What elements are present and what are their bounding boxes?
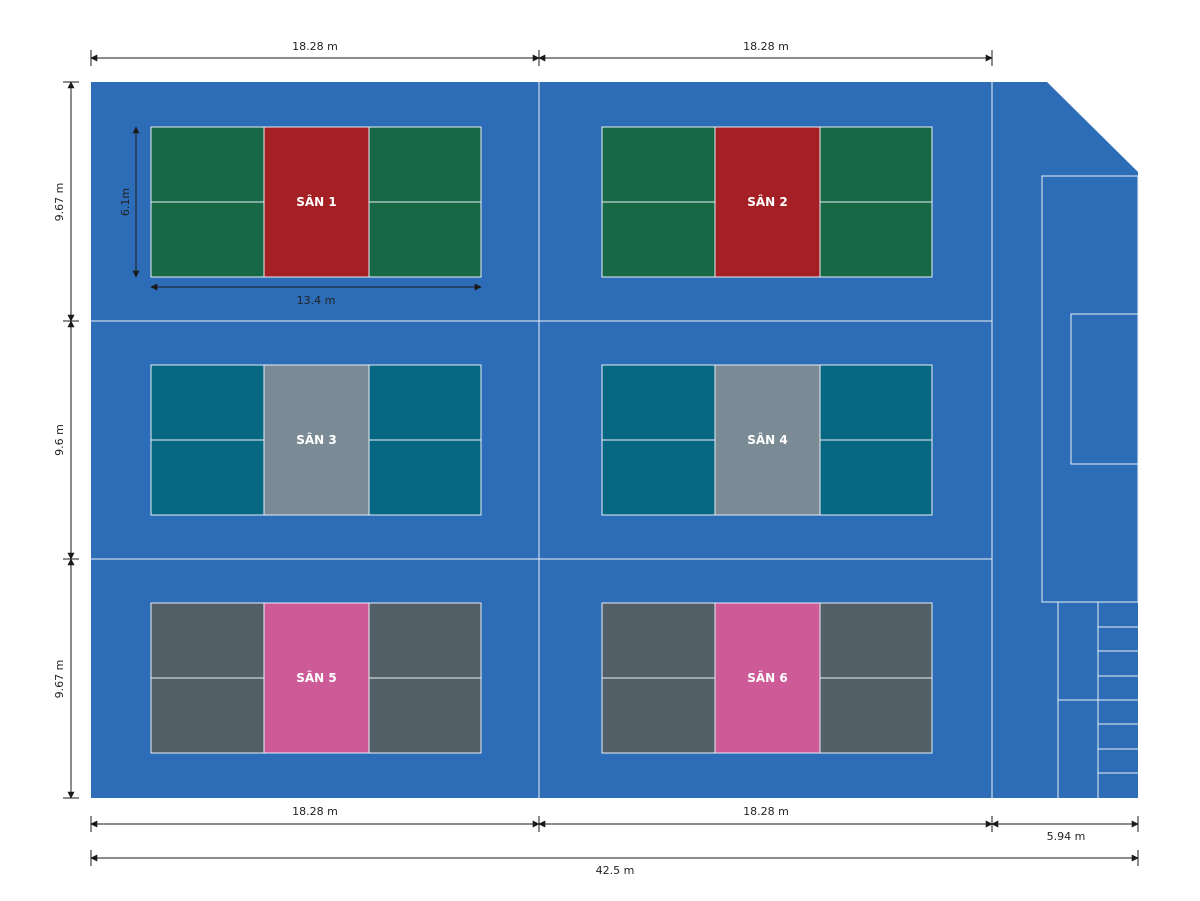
court-label: SÂN 4	[747, 432, 788, 447]
dimension-labels: 18.28 m 18.28 m 9.67 m 9.6 m 9.67 m 6.1m…	[53, 40, 1085, 877]
court-3: SÂN 3	[150, 364, 482, 516]
court-2: SÂN 2	[601, 126, 933, 278]
court-kitchen-zone	[715, 127, 820, 277]
side-stairs	[1098, 626, 1138, 774]
court-5: SÂN 5	[150, 602, 482, 754]
court-4: SÂN 4	[601, 364, 933, 516]
court-kitchen-zone	[715, 603, 820, 753]
court-6: SÂN 6	[601, 602, 933, 754]
dim-bottom-right: 18.28 m	[743, 805, 789, 818]
dimension-lines	[63, 50, 1139, 866]
court-kitchen-zone	[264, 603, 369, 753]
dim-top-left: 18.28 m	[292, 40, 338, 53]
side-inner-room	[1070, 313, 1139, 465]
dim-court-height: 6.1m	[119, 188, 132, 216]
dim-left-row3: 9.67 m	[53, 660, 66, 699]
dim-left-row2: 9.6 m	[53, 424, 66, 456]
court-lines	[601, 602, 933, 754]
court-lines	[150, 364, 482, 516]
court-kitchen-zone	[715, 365, 820, 515]
court-1: SÂN 1	[150, 126, 482, 278]
court-lines	[601, 364, 933, 516]
court-label: SÂN 5	[296, 670, 337, 685]
court-label: SÂN 3	[296, 432, 337, 447]
dim-court-width: 13.4 m	[297, 294, 336, 307]
court-label: SÂN 1	[296, 194, 337, 209]
dim-total: 42.5 m	[596, 864, 635, 877]
court-kitchen-zone	[264, 365, 369, 515]
court-lines	[150, 602, 482, 754]
courts-layer: SÂN 1 SÂN 2 SÂN 3 SÂN 4 SÂN 5 SÂN 6	[150, 126, 933, 754]
side-area	[1041, 175, 1139, 798]
court-label: SÂN 6	[747, 670, 788, 685]
court-kitchen-zone	[264, 127, 369, 277]
dim-top-right: 18.28 m	[743, 40, 789, 53]
dim-bottom-left: 18.28 m	[292, 805, 338, 818]
dim-left-row1: 9.67 m	[53, 183, 66, 222]
zone-dividers	[91, 82, 993, 798]
dim-bottom-side: 5.94 m	[1047, 830, 1086, 843]
court-lines	[601, 126, 933, 278]
court-label: SÂN 2	[747, 194, 788, 209]
court-lines	[150, 126, 482, 278]
